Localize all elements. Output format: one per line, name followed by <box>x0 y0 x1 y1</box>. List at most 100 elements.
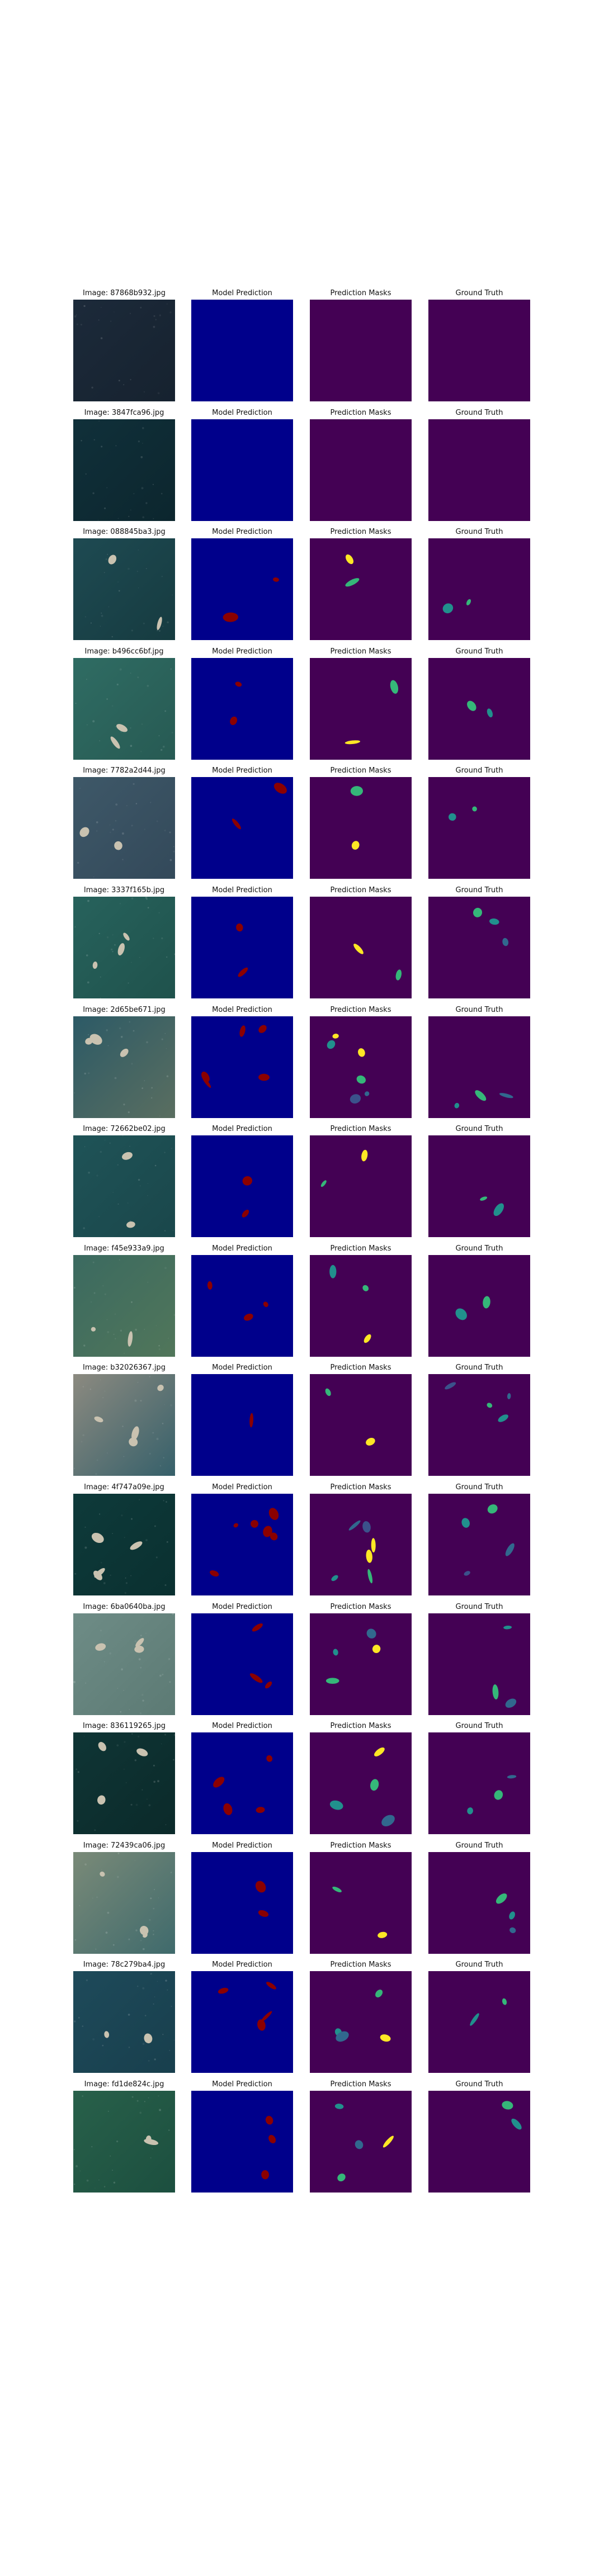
photo-texture-speck <box>95 1473 97 1475</box>
ground-truth-instance <box>487 1403 493 1408</box>
satellite-image <box>73 657 175 760</box>
photo-texture-speck <box>117 1876 119 1878</box>
photo-texture-speck <box>157 392 160 395</box>
predicted-mask-instance <box>381 1815 395 1827</box>
photo-texture-speck <box>120 1329 122 1332</box>
photo-texture-speck <box>144 391 145 392</box>
photo-texture-speck <box>79 1905 81 1906</box>
photo-texture-speck <box>139 956 140 958</box>
photo-texture-speck <box>161 1038 163 1040</box>
photo-texture-speck <box>133 783 135 785</box>
column-title: Prediction Masks <box>330 766 391 775</box>
ground-truth-instance <box>493 1203 504 1216</box>
predicted-ship-blob <box>243 1313 253 1321</box>
prediction-background <box>191 1852 293 1954</box>
photo-texture-speck <box>86 2179 89 2182</box>
satellite-image <box>73 777 175 879</box>
ship <box>135 1637 144 1647</box>
photo-texture-speck <box>109 1652 112 1655</box>
photo-texture-speck <box>156 1438 159 1441</box>
satellite-image <box>73 1613 175 1715</box>
photo-texture-speck <box>158 630 161 632</box>
photo-texture-speck <box>141 486 144 489</box>
photo-texture-speck <box>140 1634 142 1636</box>
photo-texture-speck <box>101 445 103 447</box>
photo-texture-speck <box>130 745 133 747</box>
predicted-ship-blob <box>266 1755 273 1762</box>
photo-texture-speck <box>130 673 131 674</box>
predicted-ship-blob <box>258 1025 267 1033</box>
image-filename-title: Image: b32026367.jpg <box>83 1363 166 1372</box>
mask-background <box>310 1971 412 2073</box>
photo-background <box>73 777 175 879</box>
ground-truth-instance <box>466 599 471 606</box>
prediction-mask-image <box>310 1374 412 1476</box>
photo-texture-speck <box>119 668 122 671</box>
satellite-image <box>73 1971 175 2073</box>
ground-truth-instance <box>480 1196 488 1201</box>
predicted-ship-blob <box>233 1523 239 1528</box>
ship <box>98 1742 106 1751</box>
ship <box>144 2033 153 2044</box>
predicted-mask-instance <box>327 1040 336 1049</box>
photo-texture-speck <box>107 2110 109 2112</box>
ship <box>128 1331 133 1347</box>
photo-background <box>73 1613 175 1715</box>
photo-texture-speck <box>171 2006 172 2007</box>
predicted-mask-instance <box>366 1438 375 1446</box>
photo-texture-speck <box>91 2146 93 2148</box>
predicted-mask-instance <box>325 1389 331 1396</box>
photo-texture-speck <box>100 337 103 339</box>
photo-texture-speck <box>162 2034 164 2035</box>
photo-texture-speck <box>121 1514 123 1517</box>
prediction-background <box>191 1254 293 1357</box>
photo-texture-speck <box>122 1426 124 1428</box>
photo-texture-speck <box>140 750 142 752</box>
mask-background <box>310 897 412 998</box>
photo-texture-speck <box>117 518 119 519</box>
photo-texture-speck <box>95 1948 97 1950</box>
ship <box>94 1417 103 1423</box>
predicted-mask-instance <box>366 1628 376 1639</box>
photo-texture-speck <box>101 1869 102 1871</box>
column-title: Ground Truth <box>455 408 503 417</box>
column-title: Model Prediction <box>212 1841 272 1850</box>
photo-texture-speck <box>153 1933 154 1935</box>
photo-texture-speck <box>159 1465 162 1467</box>
prediction-heatmap <box>191 1613 293 1715</box>
ship <box>140 1925 149 1935</box>
column-title: Prediction Masks <box>330 1722 391 1731</box>
predicted-mask-instance <box>358 1048 365 1057</box>
photo-texture-speck <box>128 567 130 570</box>
ground-truth-instance <box>509 1911 515 1920</box>
prediction-background <box>191 1971 293 2073</box>
ground-truth-mask-image <box>428 300 530 401</box>
photo-texture-speck <box>112 934 114 936</box>
column-title: Model Prediction <box>212 1961 272 1969</box>
ground-truth-mask-image <box>428 538 530 641</box>
photo-texture-speck <box>96 1459 98 1461</box>
photo-texture-speck <box>107 1330 110 1333</box>
photo-texture-speck <box>162 1423 164 1425</box>
photo-texture-speck <box>154 1525 156 1527</box>
prediction-heatmap <box>191 1374 293 1476</box>
ground-truth-mask-image <box>428 1374 530 1476</box>
ground-truth-instance <box>472 806 477 812</box>
column-title: Model Prediction <box>212 289 272 297</box>
photo-texture-speck <box>78 2017 80 2019</box>
photo-texture-speck <box>97 519 99 520</box>
column-title: Prediction Masks <box>330 886 391 894</box>
predicted-mask-instance <box>325 1677 339 1684</box>
photo-texture-speck <box>159 1115 161 1116</box>
predicted-ship-blob <box>258 1910 269 1917</box>
photo-texture-speck <box>131 897 134 899</box>
photo-texture-speck <box>85 1682 87 1684</box>
prediction-mask-image <box>310 1016 412 1118</box>
photo-texture-speck <box>118 380 120 382</box>
photo-texture-speck <box>148 2060 150 2062</box>
predicted-mask-instance <box>345 578 360 587</box>
photo-texture-speck <box>100 1629 102 1631</box>
photo-texture-speck <box>92 1261 95 1263</box>
column-title: Ground Truth <box>455 1125 503 1134</box>
photo-texture-speck <box>140 1400 142 1402</box>
